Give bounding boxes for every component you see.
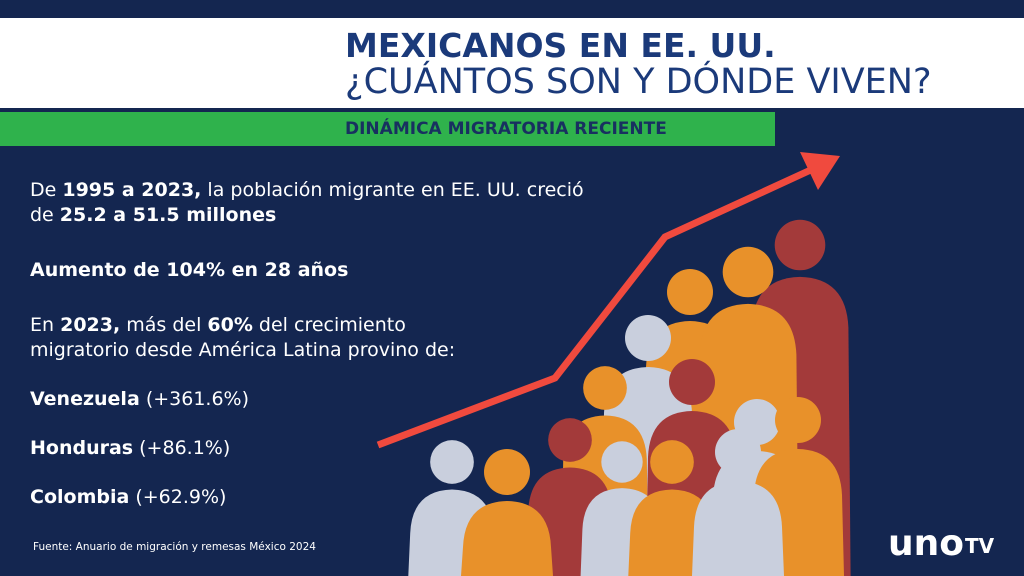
country: Colombia [30,486,130,508]
paragraph: De 1995 a 2023, la población migrante en… [30,178,584,228]
paragraph: En 2023, más del 60% del crecimiento mig… [30,313,584,363]
text: 25.2 a 51.5 millones [59,204,277,226]
person-body [461,501,553,576]
country: Honduras [30,437,134,459]
text: del crecimiento [252,314,406,336]
person-head [548,418,592,462]
logo: TV [965,534,995,558]
text: 1995 a 2023, [62,179,202,201]
title-band [0,18,1024,108]
country: Venezuela [30,388,140,410]
person-head [583,366,627,410]
text: Aumento de 104% en 28 años [30,259,349,281]
text: migratorio desde América Latina provino … [30,339,456,361]
source: Fuente: Anuario de migración y remesas M… [33,541,316,553]
text: (+361.6%) [139,388,250,410]
person-body [692,481,784,576]
text: De [30,179,63,201]
text: de [30,204,60,226]
person-head [669,359,715,405]
person-head [601,441,643,483]
text: más del [120,314,208,336]
logo: uno [888,523,964,564]
person-head [775,397,821,443]
arrow-head [800,152,840,190]
person-head [430,440,474,484]
title: ¿CUÁNTOS SON Y DÓNDE VIVEN? [345,62,932,102]
person-head [715,429,761,475]
person-head [667,269,713,315]
text: (+62.9%) [129,486,227,508]
person-head [774,219,826,271]
person-head [650,440,694,484]
text: la población migrante en EE. UU. creció [201,179,584,201]
title: MEXICANOS EN EE. UU. [345,26,776,65]
person-head [484,449,530,495]
subtitle: DINÁMICA MIGRATORIA RECIENTE [345,119,667,139]
text: (+86.1%) [133,437,231,459]
text: 60% [207,314,253,336]
text: 2023, [60,314,121,336]
person-head [722,246,774,298]
person-head [625,315,671,361]
arrow-line [376,164,817,449]
text: En [30,314,61,336]
subtitle-band [0,112,775,146]
body-text: De 1995 a 2023, la población migrante en… [30,178,584,532]
